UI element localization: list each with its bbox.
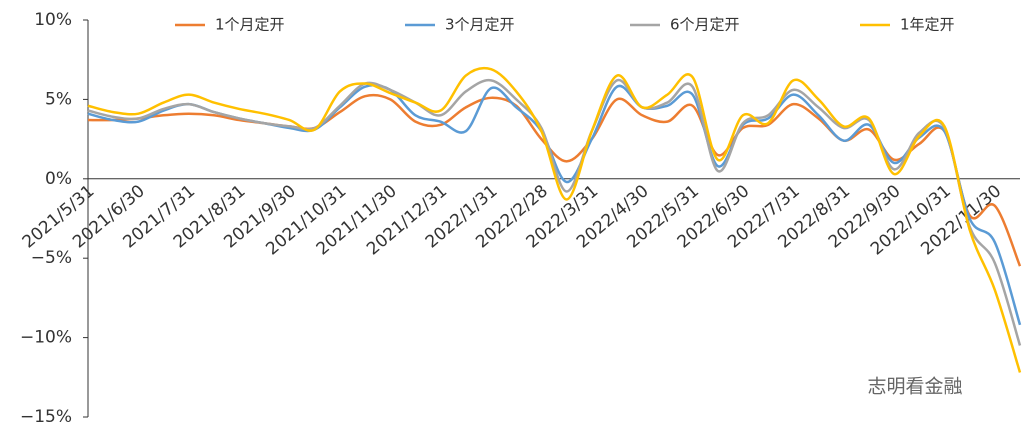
series-line (87, 93, 1022, 267)
y-tick-label: −15% (20, 407, 72, 427)
y-tick-label: −10% (20, 328, 72, 348)
legend-label: 6个月定开 (670, 16, 740, 34)
series-line (87, 66, 1022, 373)
y-tick-label: 10% (34, 10, 72, 30)
y-tick-label: −5% (31, 248, 72, 268)
y-tick-label: 5% (45, 89, 72, 109)
watermark: 志明看金融 (867, 376, 962, 398)
legend-label: 3个月定开 (445, 16, 515, 34)
legend-label: 1个月定开 (215, 16, 285, 34)
y-tick-label: 0% (45, 169, 72, 189)
legend-label: 1年定开 (900, 16, 955, 34)
